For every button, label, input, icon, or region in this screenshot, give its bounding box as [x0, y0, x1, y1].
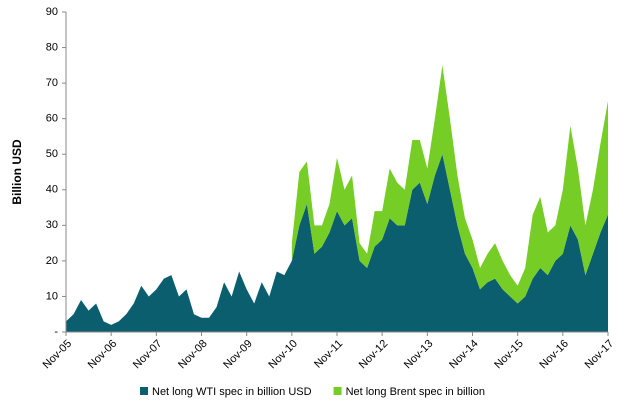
- legend-swatch: [140, 387, 148, 395]
- area: [66, 154, 608, 332]
- y-tick-label: 30: [46, 219, 58, 231]
- x-tick-label: Nov-05: [41, 338, 75, 372]
- y-tick-label: 20: [46, 255, 58, 267]
- y-tick-label: -: [54, 326, 58, 338]
- y-tick-label: 40: [46, 184, 58, 196]
- y-tick-label: 70: [46, 77, 58, 89]
- x-tick-label: Nov-10: [266, 338, 300, 372]
- x-tick-label: Nov-15: [492, 338, 526, 372]
- x-tick-label: Nov-14: [447, 338, 481, 372]
- x-tick-label: Nov-13: [402, 338, 436, 372]
- y-tick-label: 10: [46, 290, 58, 302]
- y-tick-label: 50: [46, 148, 58, 160]
- x-tick-label: Nov-06: [86, 338, 120, 372]
- legend-swatch: [333, 387, 342, 395]
- x-tick-label: Nov-08: [176, 338, 210, 372]
- x-tick-label: Nov-11: [312, 338, 345, 371]
- y-tick-label: 60: [46, 113, 58, 125]
- x-tick-label: Nov-07: [131, 338, 165, 372]
- legend-label: Net long Brent spec in billion: [346, 386, 485, 398]
- y-tick-label: 80: [46, 41, 58, 53]
- y-axis-label: Billion USD: [10, 139, 24, 205]
- area: [291, 65, 608, 304]
- x-tick-label: Nov-12: [357, 338, 391, 372]
- y-tick-label: 90: [46, 6, 58, 18]
- x-tick-label: Nov-16: [537, 338, 571, 372]
- legend-label: Net long WTI spec in billion USD: [152, 386, 312, 398]
- x-tick-label: Nov-17: [583, 338, 617, 372]
- x-tick-label: Nov-09: [221, 338, 255, 372]
